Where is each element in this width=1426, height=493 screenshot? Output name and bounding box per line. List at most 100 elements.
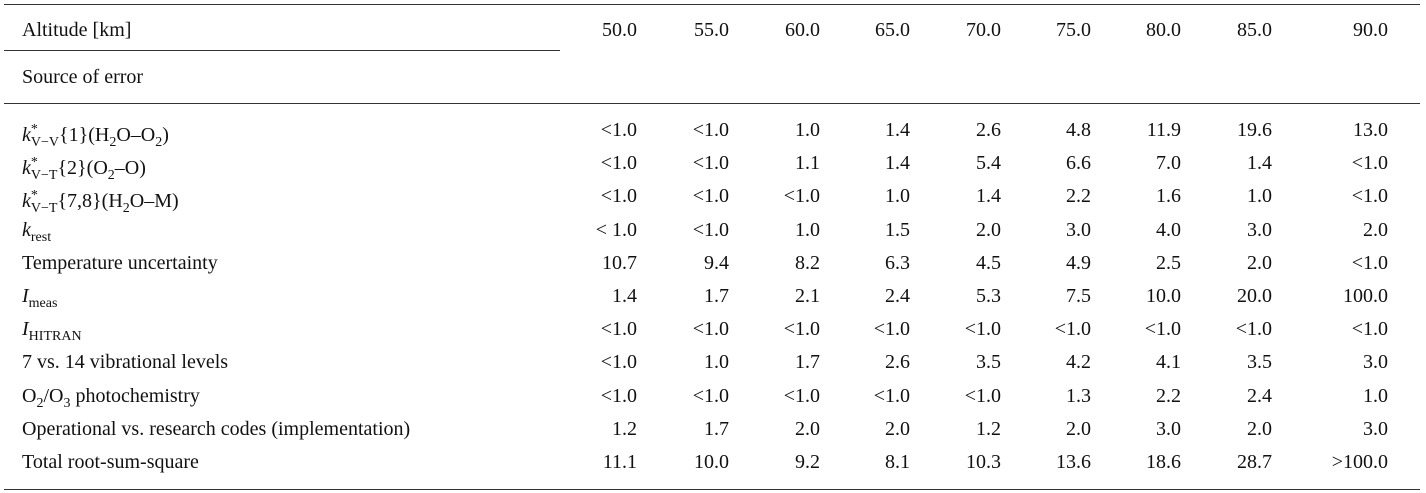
- cell: 3.5: [1247, 351, 1272, 374]
- cell: 2.6: [976, 119, 1001, 141]
- cell: < 1.0: [595, 218, 637, 241]
- cell: <1.0: [600, 351, 637, 374]
- row-label: Operational vs. research codes (implemen…: [22, 416, 410, 442]
- cell: <1.0: [692, 218, 729, 241]
- label-part: k: [22, 157, 31, 180]
- cell: <1.0: [873, 384, 910, 407]
- cell: 1.5: [885, 218, 910, 241]
- label-part: Temperature uncertainty: [22, 251, 218, 274]
- altitude: 85.0: [1237, 19, 1272, 41]
- cell: 2.2: [1156, 384, 1181, 407]
- cell: 13.6: [1056, 451, 1091, 473]
- cell: 11.1: [602, 451, 637, 473]
- label-part: O–O: [116, 124, 156, 146]
- cell: 2.1: [795, 285, 820, 307]
- cell: <1.0: [600, 119, 637, 141]
- label-part: {7,8}(H: [57, 190, 123, 213]
- label-part: 2: [122, 201, 130, 217]
- label-part: 7 vs. 14 vibrational levels: [22, 351, 229, 374]
- altitude: 50.0: [602, 19, 637, 41]
- cell: 1.6: [1156, 185, 1181, 208]
- cell: 28.7: [1237, 451, 1272, 473]
- cell: 2.0: [976, 218, 1001, 241]
- cell: 7.5: [1066, 285, 1091, 307]
- label-part: 3: [63, 395, 71, 411]
- cell: 1.2: [612, 417, 637, 440]
- cell: <1.0: [692, 384, 729, 407]
- label-part: O: [22, 384, 37, 407]
- altitude: 75.0: [1056, 19, 1091, 41]
- cell: <1.0: [1351, 152, 1388, 175]
- cell: 1.4: [885, 152, 910, 175]
- cell: 3.0: [1247, 218, 1272, 241]
- label-part: V−V: [30, 135, 60, 150]
- label-part: *: [30, 122, 38, 137]
- cell: 4.8: [1066, 119, 1091, 141]
- cell: 4.5: [976, 251, 1001, 274]
- cell: 19.6: [1237, 119, 1272, 141]
- row-label: krest: [22, 217, 51, 245]
- cell: 100.0: [1343, 285, 1388, 307]
- cell: 2.0: [1363, 218, 1388, 241]
- cell: 10.3: [966, 451, 1001, 473]
- cell: 4.9: [1066, 251, 1091, 274]
- cell: 18.6: [1146, 451, 1181, 473]
- cell: <1.0: [1144, 318, 1181, 341]
- cell: <1.0: [600, 185, 637, 208]
- cell: <1.0: [600, 152, 637, 175]
- mid-rule: [4, 103, 1420, 104]
- cell: 3.0: [1363, 417, 1388, 440]
- row-label: Imeas: [22, 283, 57, 311]
- label-part: I: [22, 318, 29, 341]
- cell: 1.0: [795, 218, 820, 241]
- cell: <1.0: [600, 384, 637, 407]
- altitude: 55.0: [694, 19, 729, 41]
- bottom-rule: [4, 489, 1420, 490]
- cell: 1.0: [795, 119, 820, 141]
- label-part: k: [22, 190, 31, 213]
- label-part: Total root-sum-square: [22, 451, 199, 473]
- label-part: k: [22, 124, 31, 146]
- header-label: Altitude [km]: [22, 19, 132, 41]
- cell: >100.0: [1331, 451, 1388, 473]
- cell: 4.0: [1156, 218, 1181, 241]
- label-part: photochemistry: [70, 384, 200, 407]
- cell: 20.0: [1237, 285, 1272, 307]
- cell: 1.7: [795, 351, 820, 374]
- cell: 2.6: [885, 351, 910, 374]
- cell: 10.0: [1146, 285, 1181, 307]
- row-label: k*V−T{2}(O2–O): [22, 150, 146, 183]
- cell: 8.1: [885, 451, 910, 473]
- cell: 1.1: [795, 152, 820, 175]
- cell: 2.4: [1247, 384, 1272, 407]
- altitude: 65.0: [875, 19, 910, 41]
- cell: 7.0: [1156, 152, 1181, 175]
- altitude: 90.0: [1353, 19, 1388, 41]
- cell: 1.0: [1247, 185, 1272, 208]
- row-label: Temperature uncertainty: [22, 250, 218, 276]
- cell: 3.5: [976, 351, 1001, 374]
- subheader: Source of error: [22, 66, 144, 88]
- header-rule: [4, 50, 560, 51]
- altitude: 80.0: [1146, 19, 1181, 41]
- cell: <1.0: [1351, 185, 1388, 208]
- cell: 9.2: [795, 451, 820, 473]
- cell: 1.7: [704, 417, 729, 440]
- cell: 1.4: [976, 185, 1001, 208]
- cell: 6.3: [885, 251, 910, 274]
- cell: <1.0: [1235, 318, 1272, 341]
- cell: 2.2: [1066, 185, 1091, 208]
- cell: 3.0: [1363, 351, 1388, 374]
- label-part: V−T: [30, 201, 58, 217]
- row-label: k*V−V{1}(H2O–O2): [22, 117, 169, 150]
- cell: 2.0: [795, 417, 820, 440]
- label-part: *: [30, 155, 38, 171]
- cell: 1.4: [1247, 152, 1272, 175]
- label-part: I: [22, 285, 29, 307]
- label-part: 2: [36, 395, 44, 411]
- label-part: {2}(O: [57, 157, 108, 180]
- label-part: /O: [43, 384, 64, 407]
- row-label: O2/O3 photochemistry: [22, 383, 200, 411]
- cell: <1.0: [600, 318, 637, 341]
- cell: 1.2: [976, 417, 1001, 440]
